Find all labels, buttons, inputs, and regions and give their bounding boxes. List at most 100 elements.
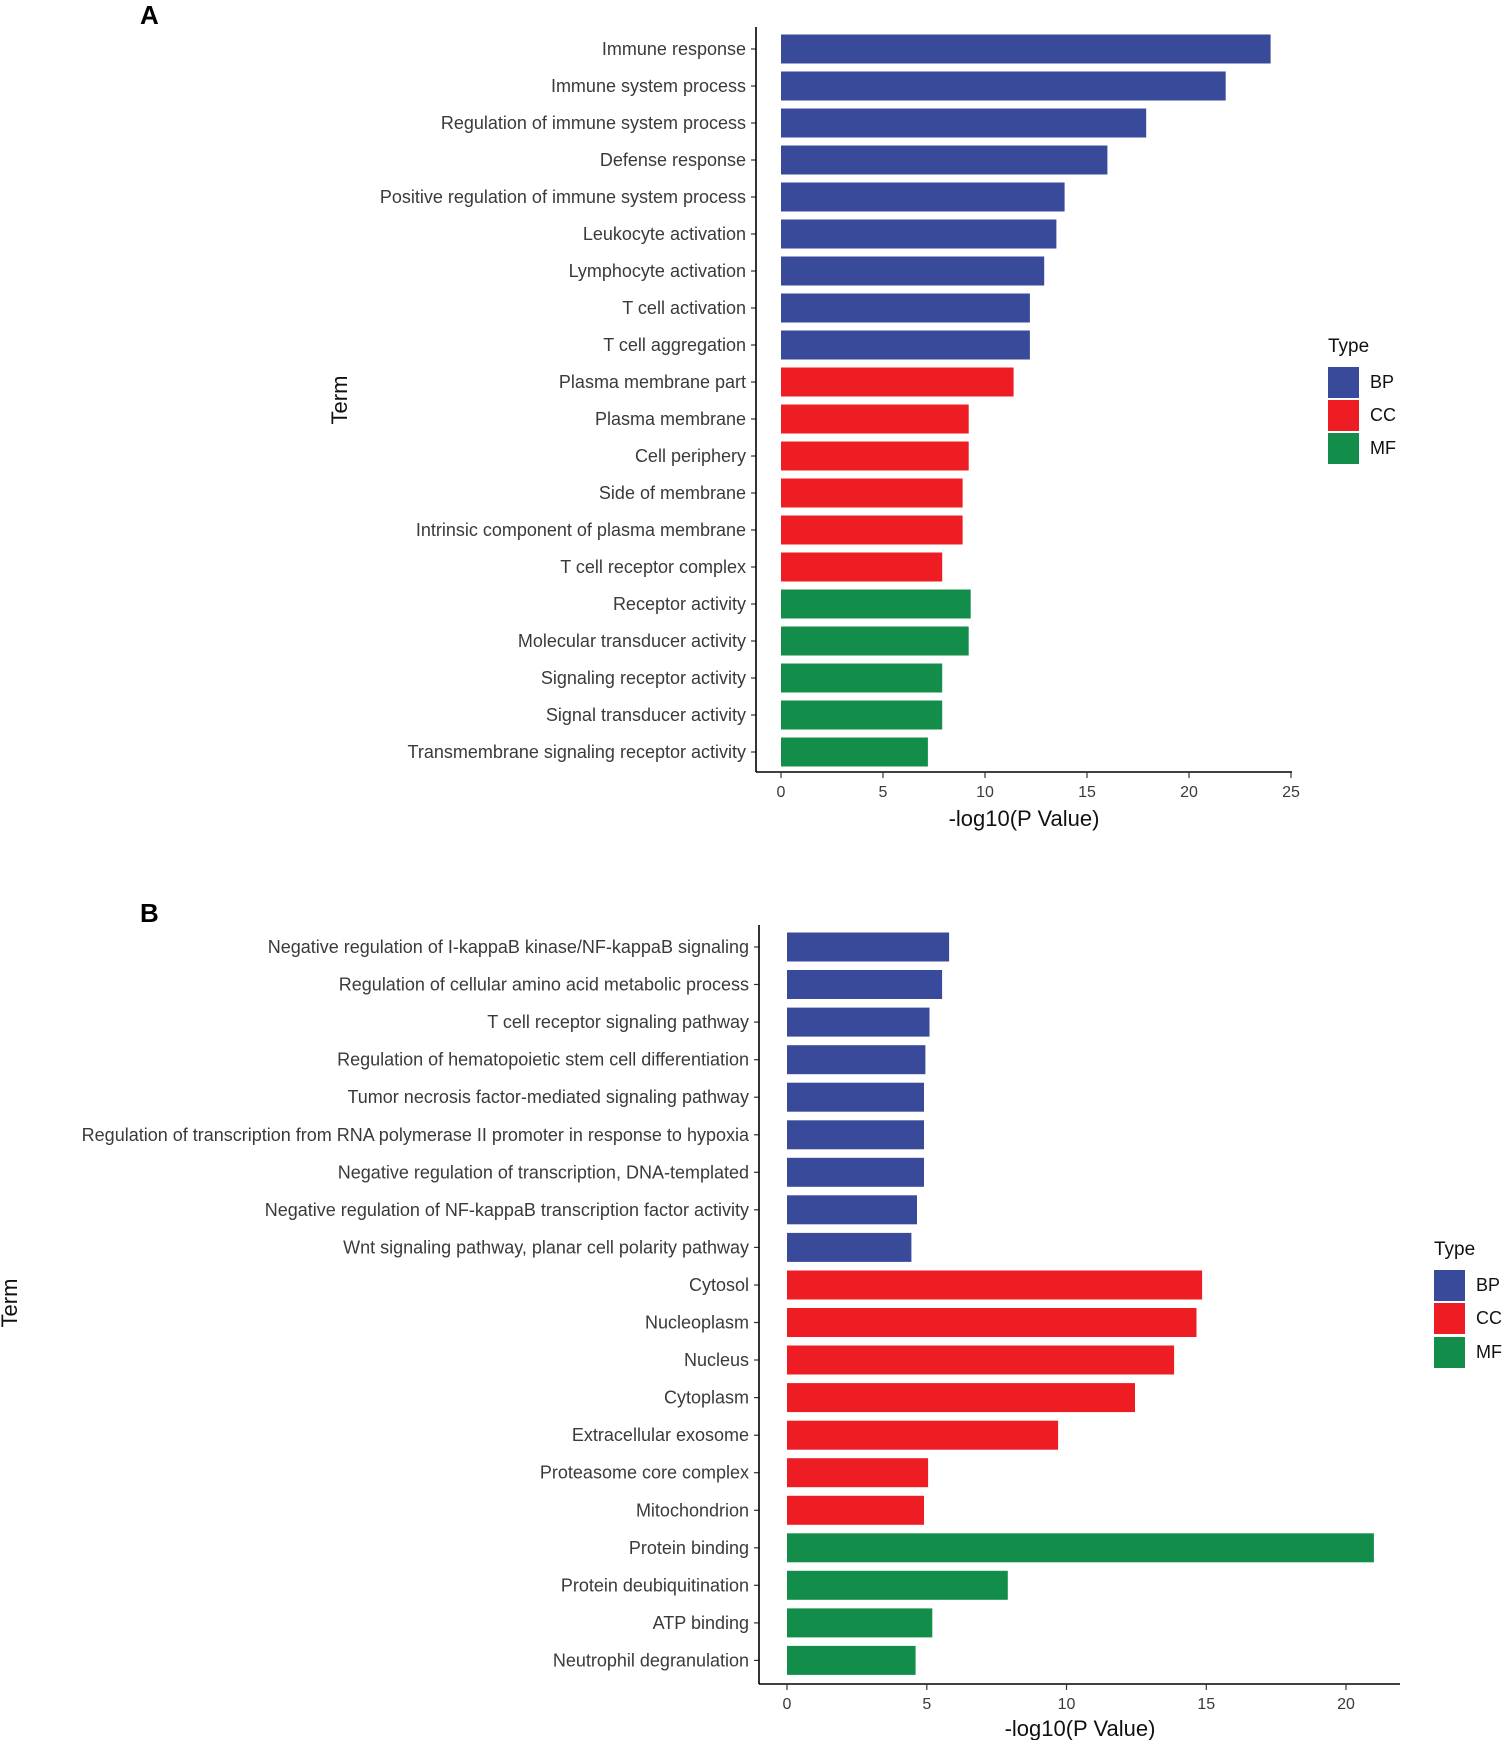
panel-b-xlabel: -log10(P Value) [1005, 1716, 1156, 1740]
panel-a-bar [781, 367, 1014, 397]
panel-a-bar [781, 34, 1271, 64]
panel-a-bar [781, 71, 1226, 101]
panel-a-term-label: Receptor activity [613, 594, 746, 614]
panel-a-x-tick-label: 15 [1078, 784, 1096, 801]
panel-b-legend-label-mf: MF [1476, 1342, 1502, 1362]
panel-a-x-tick-label: 25 [1282, 784, 1300, 801]
panel-a-term-label: Intrinsic component of plasma membrane [416, 520, 746, 540]
panel-a-term-label: Transmembrane signaling receptor activit… [408, 742, 746, 762]
panel-b-term-label: Negative regulation of NF-kappaB transcr… [265, 1200, 749, 1220]
panel-b-legend-swatch-bp [1434, 1270, 1465, 1301]
panel-a-x-tick-label: 0 [777, 784, 786, 801]
panel-b-term-label: Extracellular exosome [572, 1425, 749, 1445]
panel-b-term-label: Negative regulation of transcription, DN… [338, 1162, 749, 1182]
panel-b-x-tick-label: 20 [1337, 1696, 1355, 1713]
panel-b-legend: Type BP CC MF [1434, 1239, 1502, 1368]
panel-a-bar [781, 145, 1108, 175]
panel-b-term-label: Regulation of transcription from RNA pol… [82, 1125, 750, 1145]
panel-a-bar [781, 182, 1065, 212]
panel-b-x-tick-label: 15 [1197, 1696, 1215, 1713]
panel-b-legend-label-cc: CC [1476, 1308, 1502, 1328]
panel-b-bar [787, 1082, 924, 1112]
panel-b-letter: B [140, 898, 159, 928]
panel-a-bar [781, 663, 943, 693]
panel-a-bar [781, 515, 963, 545]
panel-a-term-label: T cell activation [622, 298, 746, 318]
panel-b-bars [787, 932, 1374, 1675]
panel-b-term-label: Neutrophil degranulation [553, 1650, 749, 1670]
panel-b-term-label: Protein binding [629, 1538, 749, 1558]
panel-b-term-label: Protein deubiquitination [561, 1575, 749, 1595]
panel-b-term-label: Negative regulation of I-kappaB kinase/N… [268, 937, 749, 957]
panel-b-bar [787, 1533, 1374, 1563]
panel-b-legend-label-bp: BP [1476, 1275, 1500, 1295]
panel-a-bars [781, 34, 1271, 767]
panel-b-bar [787, 1608, 933, 1638]
panel-b-legend-swatch-cc [1434, 1303, 1465, 1334]
panel-b-legend-swatch-mf [1434, 1337, 1465, 1368]
panel-b-x-ticks: 0 5 10 15 20 [783, 1684, 1355, 1713]
panel-a-bar [781, 330, 1030, 360]
panel-a-term-label: T cell aggregation [603, 335, 746, 355]
panel-a-term-label: Molecular transducer activity [518, 631, 746, 651]
panel-a-legend-label-bp: BP [1370, 372, 1394, 392]
panel-b-term-label: Mitochondrion [636, 1500, 749, 1520]
panel-b: B Term Negative regulation of I-kappaB k… [0, 898, 1502, 1741]
panel-a-bar [781, 478, 963, 508]
panel-a-xlabel: -log10(P Value) [949, 806, 1100, 831]
panel-a-bar [781, 404, 969, 434]
panel-b-term-label: Regulation of cellular amino acid metabo… [339, 975, 749, 995]
panel-a-term-labels: Immune response Immune system process Regu… [380, 39, 756, 762]
panel-a-term-label: Signaling receptor activity [541, 668, 746, 688]
panel-a-legend-swatch-bp [1328, 367, 1359, 398]
panel-a: A Term Immune response Immune system proc… [140, 0, 1396, 831]
panel-b-bar [787, 1345, 1175, 1375]
panel-b-legend-title: Type [1434, 1239, 1475, 1260]
panel-b-ylabel: Term [0, 1279, 22, 1328]
panel-a-bar [781, 441, 969, 471]
panel-b-term-label: Nucleus [684, 1350, 749, 1370]
panel-a-x-ticks: 0 5 10 15 20 25 [777, 772, 1300, 801]
panel-a-legend-swatch-cc [1328, 400, 1359, 431]
panel-a-term-label: Signal transducer activity [546, 705, 746, 725]
panel-b-bar [787, 1383, 1135, 1413]
panel-a-letter: A [140, 0, 159, 30]
panel-b-bar [787, 1308, 1197, 1337]
panel-a-x-tick-label: 5 [879, 784, 888, 801]
panel-b-term-label: Regulation of hematopoietic stem cell di… [337, 1050, 749, 1070]
panel-b-bar [787, 970, 943, 999]
panel-b-bar [787, 1195, 917, 1225]
panel-b-x-tick-label: 10 [1058, 1696, 1076, 1713]
panel-a-term-label: Lymphocyte activation [569, 261, 746, 281]
panel-b-bar [787, 1570, 1008, 1600]
panel-b-x-tick-label: 5 [922, 1696, 931, 1713]
panel-a-legend: Type BP CC MF [1328, 336, 1396, 464]
panel-a-term-label: Regulation of immune system process [441, 113, 746, 133]
panel-a-x-tick-label: 20 [1180, 784, 1198, 801]
panel-a-term-label: Defense response [600, 150, 746, 170]
panel-b-term-label: T cell receptor signaling pathway [487, 1012, 749, 1032]
panel-a-bar [781, 589, 971, 619]
panel-a-bar [781, 108, 1147, 138]
panel-b-term-label: Wnt signaling pathway, planar cell polar… [343, 1237, 749, 1257]
panel-b-bar [787, 1232, 912, 1262]
panel-b-bar [787, 1645, 916, 1675]
panel-a-term-label: T cell receptor complex [560, 557, 746, 577]
panel-b-bar [787, 1458, 929, 1488]
panel-b-term-label: Cytoplasm [664, 1388, 749, 1408]
panel-a-bar [781, 700, 943, 730]
panel-a-bar [781, 256, 1045, 286]
panel-a-term-label: Cell periphery [635, 446, 746, 466]
panel-a-term-label: Immune response [602, 39, 746, 59]
panel-a-legend-label-cc: CC [1370, 405, 1396, 425]
panel-b-bar [787, 1120, 924, 1150]
panel-b-term-labels: Negative regulation of I-kappaB kinase/N… [82, 937, 759, 1670]
panel-a-ylabel: Term [327, 376, 352, 425]
panel-b-bar [787, 1270, 1203, 1300]
panel-a-bar [781, 552, 943, 582]
panel-b-term-label: Proteasome core complex [540, 1463, 749, 1483]
panel-b-bar [787, 1420, 1059, 1450]
panel-a-term-label: Leukocyte activation [583, 224, 746, 244]
